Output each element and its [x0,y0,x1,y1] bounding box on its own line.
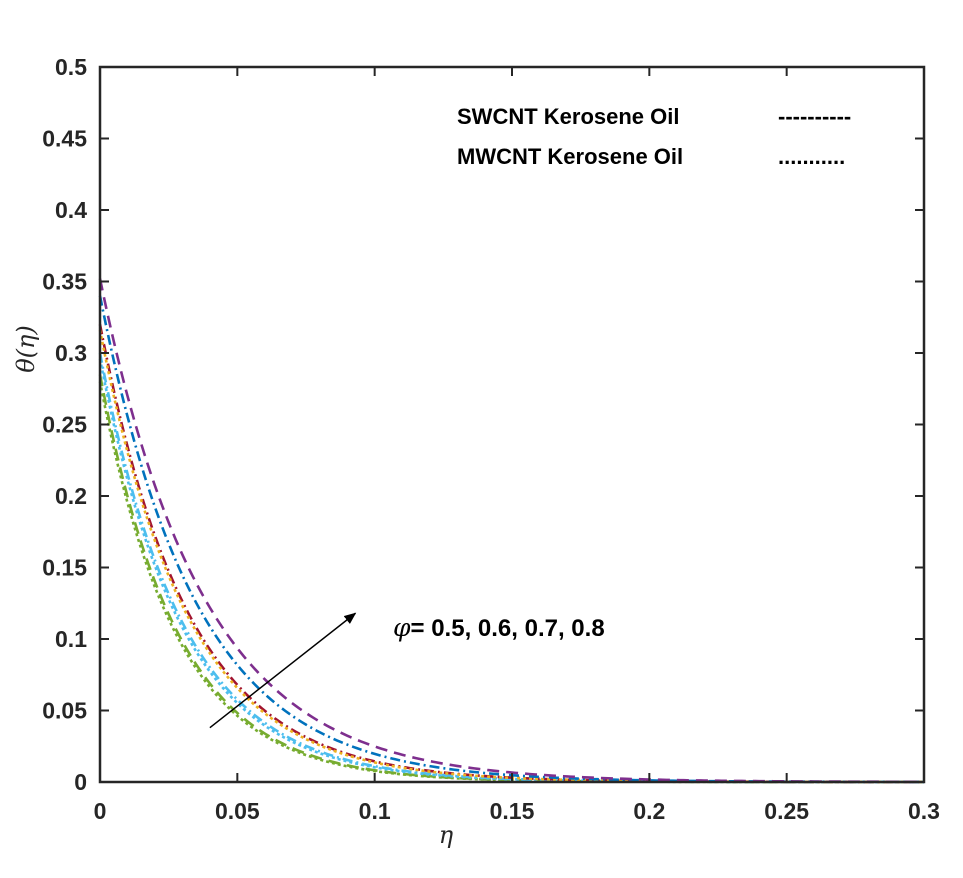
series-line-1 [98,381,924,784]
y-tick-label-0: 0 [74,769,87,795]
annotation-phi-symbol: φ [393,613,411,642]
y-tick-label-10: 0.5 [55,54,87,80]
series-line-6 [98,295,925,784]
series-line-4 [98,324,924,784]
annotation-values: = 0.5, 0.6, 0.7, 0.8 [411,615,605,642]
axis-ticks [99,66,925,783]
legend-label-mwcnt: MWCNT Kerosene Oil [457,144,683,169]
series-line-0 [98,374,924,784]
y-tick-label-2: 0.1 [55,626,87,652]
y-tick-label-5: 0.25 [42,412,87,438]
series-line-3 [98,358,924,784]
legend-marker-mwcnt: ........... [778,144,845,169]
x-tick-label-4: 0.2 [633,798,665,824]
series-line-7 [98,278,924,784]
y-tick-label-3: 0.15 [42,555,87,581]
legend-label-swcnt: SWCNT Kerosene Oil [457,104,679,129]
y-tick-label-4: 0.2 [55,483,87,509]
y-tick-label-1: 0.05 [42,698,87,724]
y-tick-label-9: 0.45 [42,126,87,152]
y-tick-label-8: 0.4 [55,197,87,223]
plot-area-frame [98,65,926,784]
x-tick-label-5: 0.25 [764,798,809,824]
x-tick-label-2: 0.1 [359,798,391,824]
legend-marker-swcnt: ---------- [778,104,851,129]
series-layer [98,278,925,784]
series-line-5 [98,329,924,784]
x-tick-label-1: 0.05 [215,798,260,824]
x-tick-label-3: 0.15 [490,798,535,824]
axis-tick-labels: 0 0.05 0.1 0.15 0.2 0.25 0.3 0 0.05 0.1 0.15 0.2 0.2… [42,54,940,824]
x-tick-label-0: 0 [94,798,107,824]
annotation-text: φ= 0.5, 0.6, 0.7, 0.8 [393,613,605,642]
phi-annotation: φ= 0.5, 0.6, 0.7, 0.8 [209,612,605,729]
x-axis-label: η [439,821,454,849]
y-tick-label-6: 0.3 [55,340,87,366]
y-axis-label: θ(η) [12,325,40,373]
y-tick-label-7: 0.35 [42,269,87,295]
annotation-arrow [209,612,357,729]
x-tick-label-6: 0.3 [908,798,940,824]
legend: SWCNT Kerosene Oil ---------- MWCNT Kero… [457,104,851,169]
